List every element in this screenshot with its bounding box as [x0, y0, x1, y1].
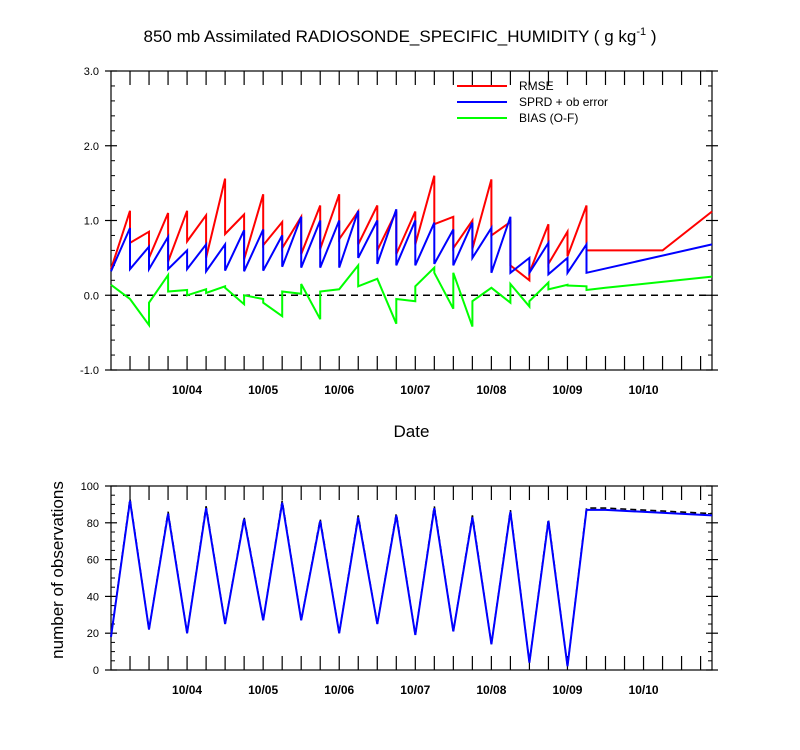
top-x-tick-label: 10/04: [172, 383, 202, 397]
top-x-axis-label: Date: [394, 422, 430, 441]
top-x-tick-label: 10/10: [629, 383, 659, 397]
bottom-panel: 0 20 40 60 80 100 10/04 10/05 10/06 10/07 10/08 10/…: [48, 481, 718, 697]
bottom-y-tick-label: 60: [87, 555, 99, 567]
bottom-y-tick-label: 0: [93, 665, 99, 677]
bottom-x-tick-label: 10/10: [629, 683, 659, 697]
top-y-tick-label: 3.0: [84, 66, 99, 78]
top-x-tick-label: 10/06: [324, 383, 354, 397]
top-x-tick-label: 10/08: [476, 383, 506, 397]
bottom-x-tick-label: 10/05: [248, 683, 278, 697]
bottom-x-tick-label: 10/06: [324, 683, 354, 697]
top-y-tick-label: 2.0: [84, 141, 99, 153]
bottom-x-tick-label: 10/09: [552, 683, 582, 697]
top-series-bias-o-f-line: [110, 262, 713, 329]
bottom-series-assimilated-line: [110, 500, 713, 667]
top-y-tick-label: 1.0: [84, 216, 99, 228]
bottom-x-tick-label: 10/04: [172, 683, 202, 697]
top-series-sprd-ob-error-line: [110, 208, 713, 277]
bottom-y-axis-label: number of observations: [48, 481, 67, 659]
top-x-tick-label: 10/07: [400, 383, 430, 397]
bottom-x-tick-label: 10/07: [400, 683, 430, 697]
top-legend-label: SPRD + ob error: [519, 95, 608, 109]
bottom-y-tick-label: 100: [81, 481, 99, 493]
top-x-tick-label: 10/05: [248, 383, 278, 397]
bottom-y-tick-label: 20: [87, 628, 99, 640]
bottom-x-tick-label: 10/08: [476, 683, 506, 697]
top-x-tick-label: 10/09: [552, 383, 582, 397]
chart-title-exponent: -1: [636, 26, 646, 38]
bottom-plot-frame: [110, 485, 713, 671]
chart-title-suffix: ): [646, 27, 656, 46]
top-legend-label: RMSE: [519, 79, 554, 93]
chart-title-main: 850 mb Assimilated RADIOSONDE_SPECIFIC_H…: [144, 27, 637, 46]
chart-title: 850 mb Assimilated RADIOSONDE_SPECIFIC_H…: [144, 26, 657, 46]
top-legend-label: BIAS (O-F): [519, 111, 578, 125]
bottom-y-tick-label: 80: [87, 518, 99, 530]
top-panel: -1.0 0.0 1.0 2.0 3.0 10/04 10/05 10/06 10/07 10/0…: [80, 66, 718, 441]
top-y-tick-label: -1.0: [80, 365, 99, 377]
bottom-series-possible-line: [110, 498, 713, 667]
bottom-y-tick-label: 40: [87, 591, 99, 603]
top-y-tick-label: 0.0: [84, 290, 99, 302]
